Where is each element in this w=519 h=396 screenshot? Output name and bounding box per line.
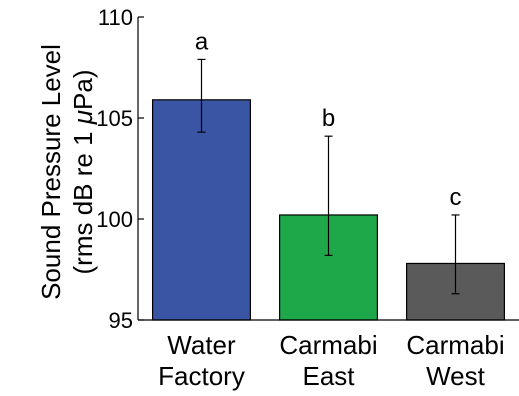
- axes: [137, 17, 519, 321]
- bar-0: [152, 99, 251, 321]
- y-axis-label-suffix: Pa): [68, 70, 98, 110]
- significance-labels: a b c: [195, 28, 462, 211]
- x-tick-label-0-0: Water: [167, 330, 236, 360]
- y-tick-label-3: 110: [98, 5, 133, 30]
- y-axis-label-line2: (rms dB re 1 μPa): [68, 70, 98, 275]
- x-tick-label-1-1: East: [302, 361, 355, 391]
- error-bar-1: [324, 135, 333, 256]
- significance-label-2: c: [450, 184, 462, 211]
- significance-label-1: b: [322, 105, 335, 132]
- x-tick-label-2-0: Carmabi: [406, 330, 504, 360]
- significance-label-0: a: [195, 28, 209, 55]
- y-axis-label: Sound Pressure Level (rms dB re 1 μPa): [36, 44, 98, 300]
- x-tick-label-2-1: West: [426, 361, 486, 391]
- y-tick-label-1: 100: [96, 207, 133, 232]
- y-ticks: 95 100 105 110: [96, 5, 144, 333]
- error-bar-2: [451, 214, 460, 295]
- y-tick-label-0: 95: [109, 308, 133, 333]
- y-axis-label-line1: Sound Pressure Level: [36, 44, 66, 300]
- error-bars: [197, 58, 460, 295]
- x-tick-label-1-0: Carmabi: [279, 330, 377, 360]
- y-axis-label-prefix: (rms dB re 1: [68, 124, 98, 274]
- x-tick-label-0-1: Factory: [158, 361, 245, 391]
- y-axis-label-mu: μ: [68, 110, 98, 125]
- y-tick-label-2: 105: [96, 106, 133, 131]
- error-bar-0: [197, 58, 206, 133]
